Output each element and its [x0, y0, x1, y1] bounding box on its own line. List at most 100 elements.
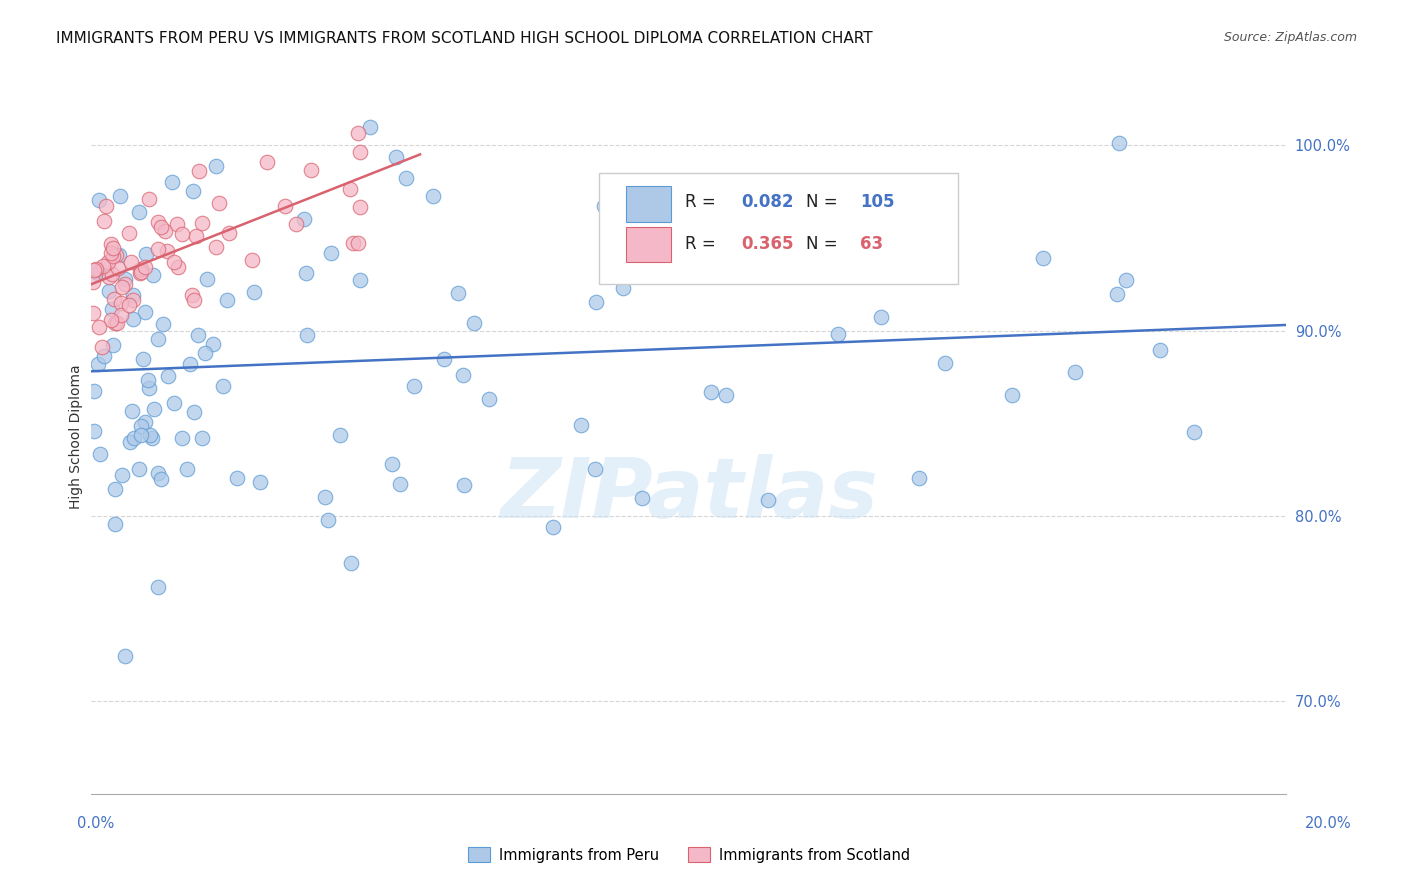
- Point: [120, 255, 142, 269]
- Point: [243, 285, 266, 299]
- Point: [339, 182, 361, 196]
- Point: [128, 462, 150, 476]
- Point: [146, 580, 169, 594]
- Point: [94, 199, 117, 213]
- Point: [381, 457, 404, 471]
- Text: 0.0%: 0.0%: [77, 816, 114, 830]
- Point: [93, 213, 115, 227]
- Point: [117, 298, 139, 312]
- Point: [100, 246, 122, 260]
- Point: [146, 242, 169, 256]
- Point: [129, 262, 152, 277]
- Text: 20.0%: 20.0%: [1305, 816, 1353, 830]
- Point: [934, 356, 956, 370]
- Point: [121, 311, 143, 326]
- Point: [146, 215, 169, 229]
- Point: [184, 229, 207, 244]
- Point: [201, 337, 224, 351]
- Text: 105: 105: [860, 193, 894, 211]
- Point: [84, 262, 107, 277]
- Point: [141, 431, 163, 445]
- Point: [226, 471, 249, 485]
- Point: [1182, 425, 1205, 439]
- Point: [612, 281, 634, 295]
- Point: [630, 491, 652, 506]
- Point: [104, 248, 127, 262]
- Y-axis label: High School Diploma: High School Diploma: [69, 365, 83, 509]
- Point: [349, 273, 371, 287]
- Point: [299, 162, 322, 177]
- Point: [110, 296, 132, 310]
- Point: [756, 493, 779, 508]
- Point: [1063, 365, 1085, 379]
- Text: IMMIGRANTS FROM PERU VS IMMIGRANTS FROM SCOTLAND HIGH SCHOOL DIPLOMA CORRELATION: IMMIGRANTS FROM PERU VS IMMIGRANTS FROM …: [56, 31, 873, 46]
- Point: [1000, 388, 1022, 402]
- Text: 0.365: 0.365: [741, 235, 794, 253]
- Point: [134, 260, 156, 274]
- Point: [107, 260, 129, 275]
- Point: [274, 198, 297, 212]
- Point: [1149, 343, 1171, 358]
- Point: [447, 285, 470, 300]
- Point: [149, 472, 172, 486]
- Point: [110, 189, 132, 203]
- Point: [134, 415, 156, 429]
- Point: [422, 189, 444, 203]
- Point: [316, 513, 339, 527]
- Point: [340, 556, 363, 570]
- Point: [156, 244, 179, 259]
- Text: ZIPatlas: ZIPatlas: [501, 454, 877, 534]
- Point: [83, 384, 105, 398]
- Point: [204, 160, 226, 174]
- Point: [124, 431, 146, 445]
- Point: [101, 337, 124, 351]
- Point: [104, 516, 127, 531]
- Point: [176, 462, 198, 476]
- Point: [179, 358, 201, 372]
- Point: [385, 150, 408, 164]
- Point: [134, 305, 156, 319]
- Point: [129, 265, 152, 279]
- Text: Source: ZipAtlas.com: Source: ZipAtlas.com: [1223, 31, 1357, 45]
- Point: [342, 235, 364, 250]
- Point: [284, 217, 307, 231]
- Point: [195, 272, 218, 286]
- Point: [256, 154, 278, 169]
- Point: [295, 266, 318, 280]
- Point: [105, 316, 128, 330]
- Point: [138, 428, 160, 442]
- Point: [170, 227, 193, 241]
- Point: [242, 253, 264, 268]
- Point: [204, 240, 226, 254]
- Point: [128, 205, 150, 219]
- Point: [87, 193, 110, 207]
- Point: [1108, 136, 1130, 150]
- Point: [156, 368, 179, 383]
- Point: [347, 126, 370, 140]
- Point: [121, 293, 143, 308]
- Point: [101, 267, 124, 281]
- Point: [155, 224, 177, 238]
- Point: [908, 471, 931, 485]
- Point: [218, 226, 240, 240]
- Point: [82, 306, 104, 320]
- Point: [249, 475, 271, 489]
- Text: 63: 63: [860, 235, 883, 253]
- Point: [700, 384, 723, 399]
- Point: [122, 287, 145, 301]
- Point: [583, 462, 606, 476]
- Point: [329, 427, 352, 442]
- Text: R =: R =: [685, 235, 721, 253]
- Point: [129, 428, 152, 442]
- Point: [129, 418, 152, 433]
- FancyBboxPatch shape: [599, 173, 957, 284]
- Point: [146, 332, 169, 346]
- Point: [592, 199, 614, 213]
- Point: [349, 200, 371, 214]
- Point: [211, 378, 233, 392]
- Point: [98, 285, 121, 299]
- Legend: Immigrants from Peru, Immigrants from Scotland: Immigrants from Peru, Immigrants from Sc…: [463, 841, 915, 869]
- Point: [121, 403, 143, 417]
- Point: [388, 476, 411, 491]
- Point: [585, 294, 607, 309]
